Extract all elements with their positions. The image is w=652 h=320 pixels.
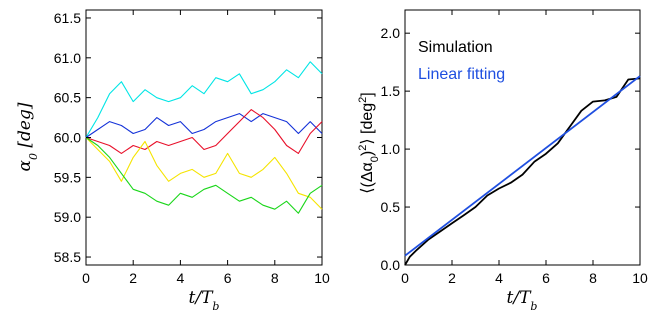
right-y-axis-label: ⟨(Δα0)2⟩ [deg2] [357,92,381,194]
left-chart: 0 2 4 6 8 10 58.5 59.0 59.5 60.0 60.5 61.0 61.5 t/T… [15,9,330,313]
right-series-line-0 [404,77,641,266]
left-y-tick-label: 60.0 [54,130,81,146]
left-series-line-0 [85,61,323,138]
left-x-tick-label: 2 [129,270,137,286]
left-series-line-4 [85,137,323,214]
left-y-tick-label: 61.0 [54,50,81,66]
right-x-tick-label: 6 [542,270,550,286]
left-x-axis-label: t/Tb [189,288,220,313]
right-y-tick-label: 1.5 [381,83,401,99]
right-x-tick-label: 2 [448,270,456,286]
right-x-tick-label: 10 [632,270,648,286]
left-series-line-1 [85,113,323,138]
left-plot-frame [85,9,323,266]
left-x-tick-label: 8 [271,270,279,286]
right-y-tick-label: 0.5 [381,199,401,215]
legend-item-simulation: Simulation [418,39,493,56]
right-x-tick-label: 8 [589,270,597,286]
left-y-tick-label: 58.5 [54,249,81,265]
right-x-axis-label: t/Tb [507,288,538,313]
right-plot-frame [404,9,641,266]
left-y-tick-label: 59.0 [54,209,81,225]
left-y-axis-label: α0 [deg] [15,102,40,171]
right-y-tick-label: 2.0 [381,25,401,41]
legend-item-linear-fitting: Linear fitting [418,66,505,83]
left-y-tick-label: 59.5 [54,169,81,185]
right-chart: 0 2 4 6 8 10 0.0 0.5 1.0 1.5 2.0 t/Tb ⟨(Δα0)2⟩ [d… [357,9,648,313]
left-series-line-2 [85,109,323,154]
right-y-tick-label: 1.0 [381,141,401,157]
left-x-tick-label: 6 [224,270,232,286]
left-y-tick-label: 60.5 [54,90,81,106]
left-series-line-3 [85,137,323,210]
right-series-line-1 [404,75,641,257]
right-x-tick-label: 4 [495,270,503,286]
left-y-tick-label: 61.5 [54,10,81,26]
left-x-tick-label: 0 [82,270,90,286]
right-x-tick-label: 0 [401,270,409,286]
left-x-tick-label: 4 [177,270,185,286]
left-x-tick-label: 10 [314,270,330,286]
right-y-tick-label: 0.0 [381,257,401,273]
